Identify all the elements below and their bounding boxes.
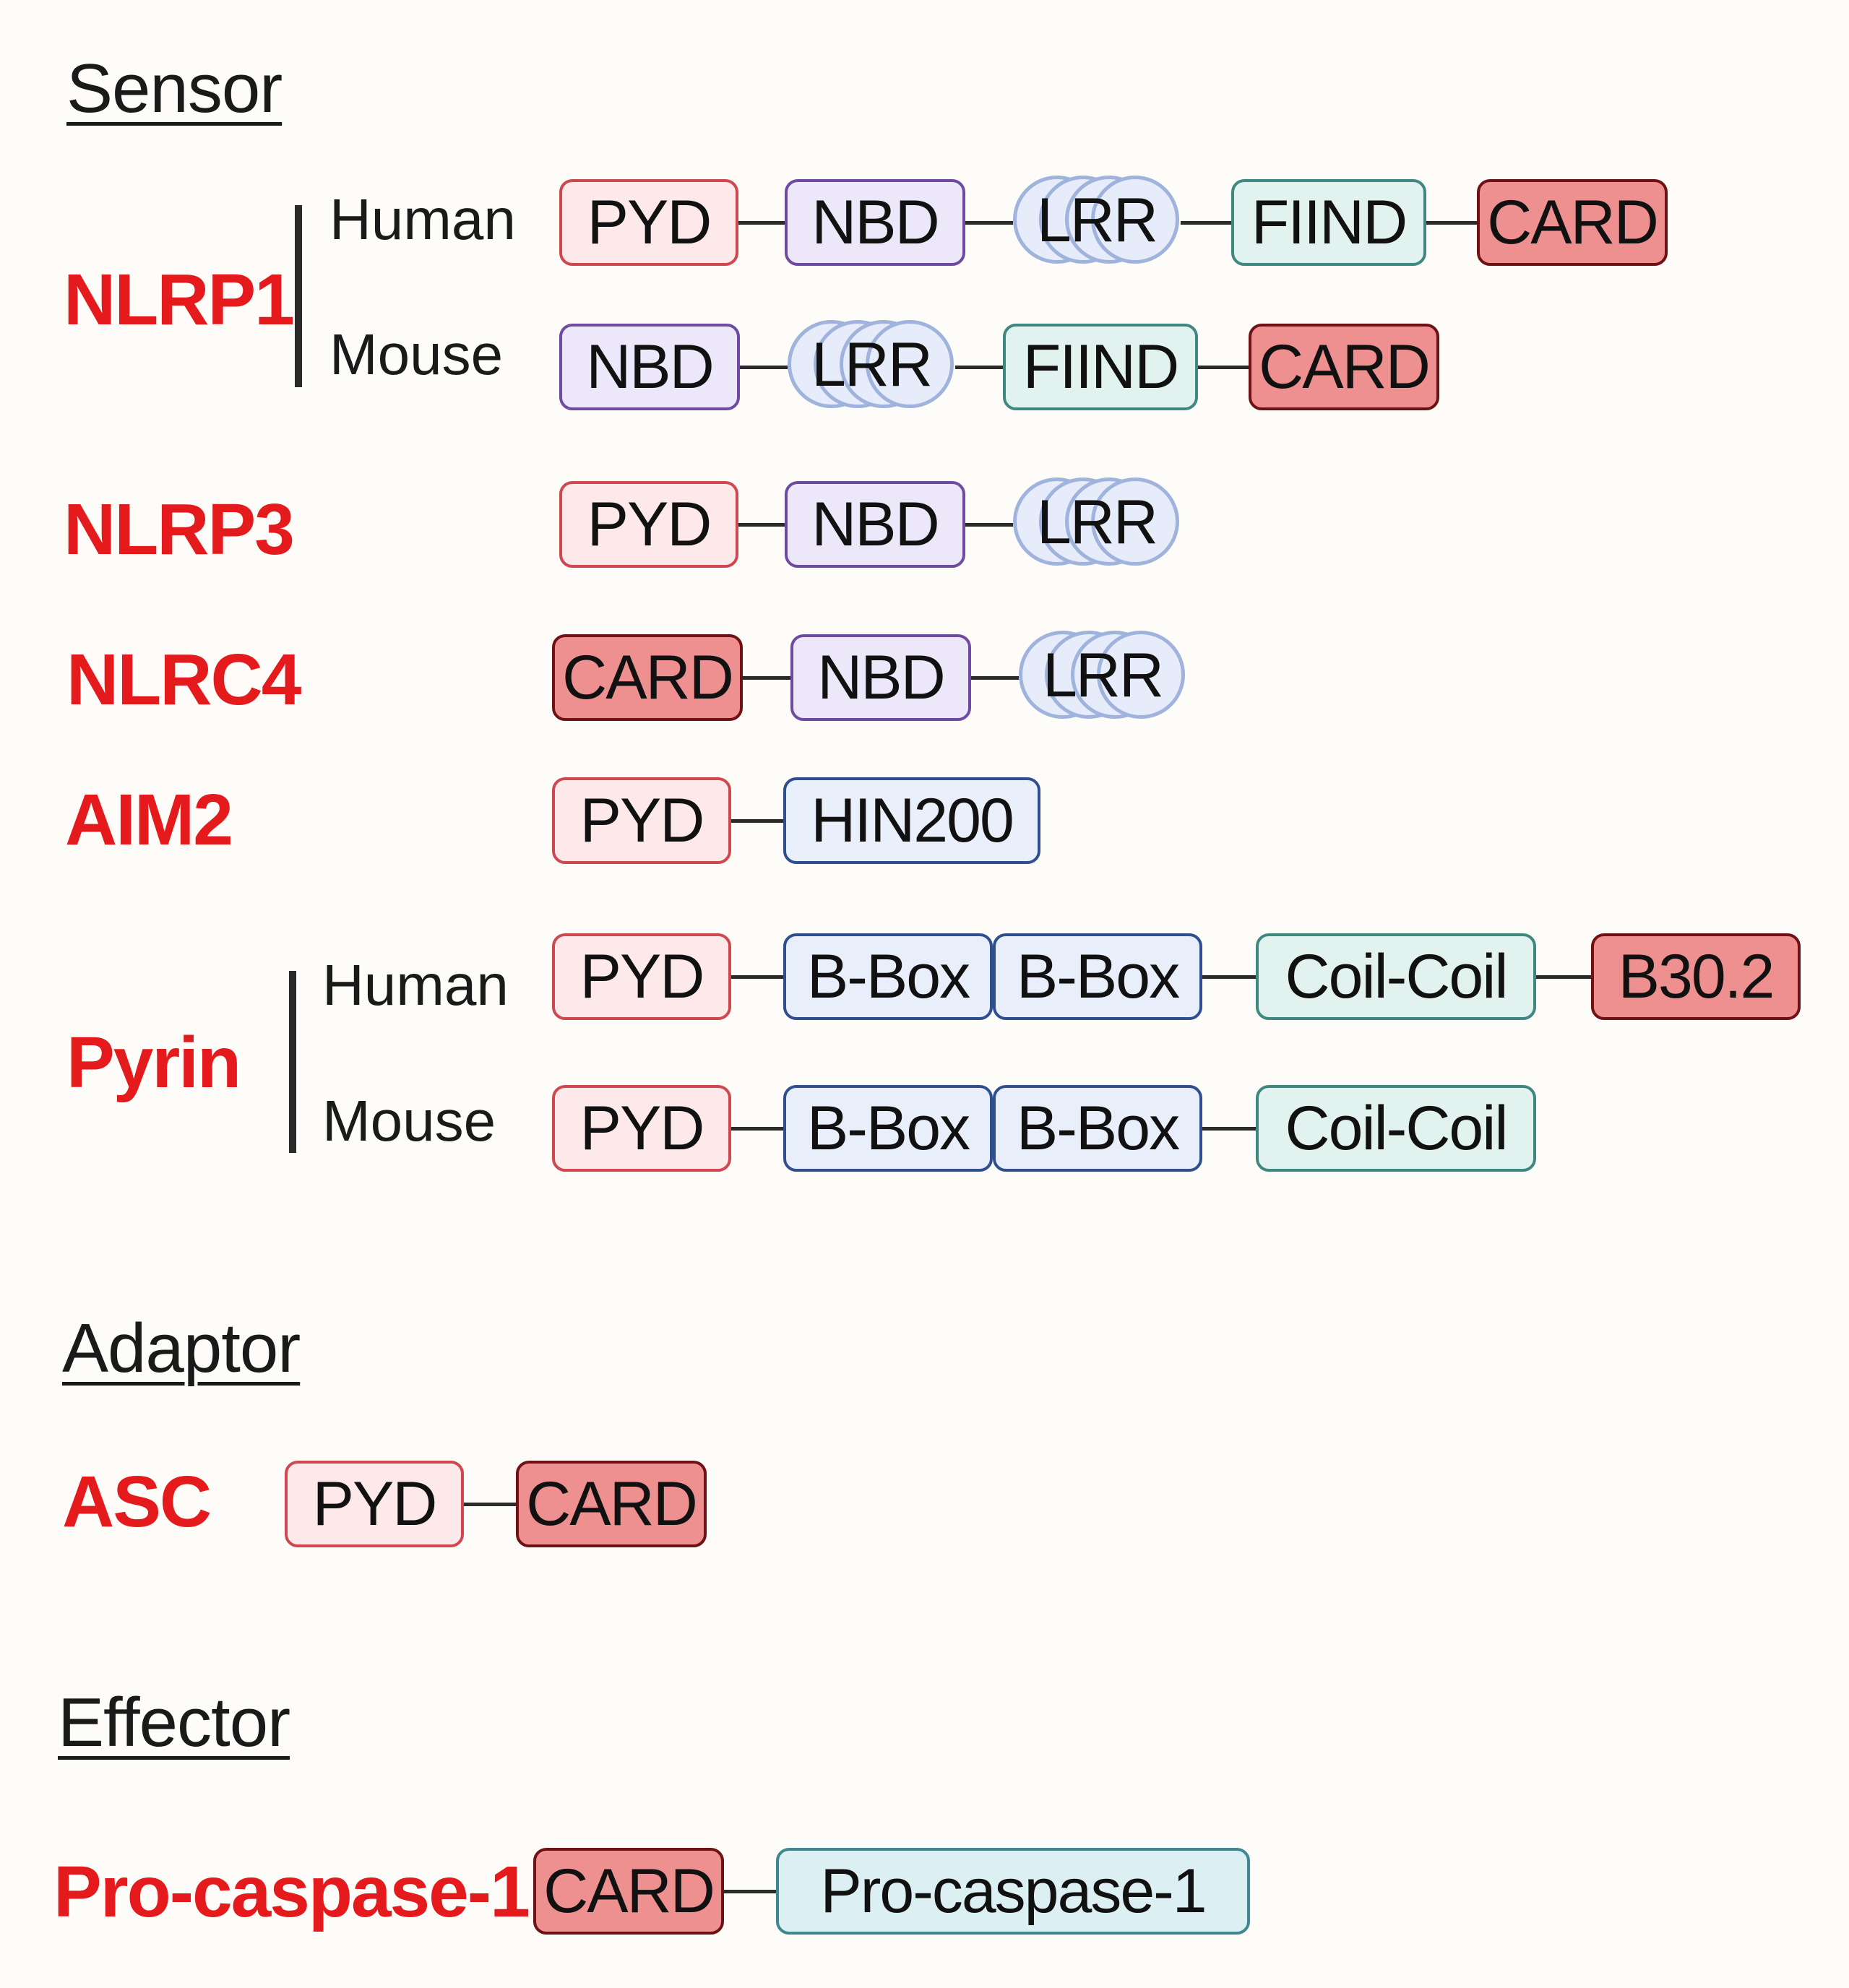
domain-lrr: LRR <box>788 320 955 414</box>
domain-card: CARD <box>1249 324 1439 410</box>
protein-label-aim2: AIM2 <box>65 779 233 860</box>
domain-linker <box>965 220 1013 225</box>
protein-label-asc: ASC <box>62 1461 212 1542</box>
domain-linker <box>971 675 1019 680</box>
domain-coil-coil: Coil-Coil <box>1256 1085 1536 1172</box>
domain-card: CARD <box>1477 179 1668 266</box>
domain-procaspase1: Pro-caspase-1 <box>776 1848 1250 1935</box>
species-label-nlrp1-human: Human <box>329 187 516 251</box>
domain-pyd: PYD <box>552 933 731 1020</box>
domain-row-pyrin-mouse: PYD B-Box B-Box Coil-Coil <box>552 1084 1536 1173</box>
domain-card: CARD <box>552 634 743 721</box>
domain-row-procaspase1: CARD Pro-caspase-1 <box>533 1846 1250 1936</box>
domain-linker <box>1181 220 1231 225</box>
domain-linker <box>738 522 785 527</box>
section-title-effector: Effector <box>58 1684 290 1761</box>
lrr-repeat-circle <box>866 320 954 408</box>
species-label-pyrin-mouse: Mouse <box>322 1089 496 1153</box>
domain-linker <box>1536 974 1591 979</box>
domain-linker <box>1198 365 1249 369</box>
domain-bbox: B-Box <box>783 1085 993 1172</box>
domain-pyd: PYD <box>552 777 731 864</box>
domain-lrr: LRR <box>1013 477 1181 571</box>
domain-linker <box>743 675 790 680</box>
domain-lrr: LRR <box>1013 176 1181 269</box>
domain-nbd: NBD <box>785 179 965 266</box>
domain-fiind: FIIND <box>1003 324 1198 410</box>
domain-linker <box>731 818 783 823</box>
lrr-repeat-circle <box>1091 477 1179 566</box>
domain-linker <box>1202 974 1256 979</box>
domain-linker <box>731 974 783 979</box>
domain-linker <box>1426 220 1477 225</box>
domain-row-nlrc4: CARD NBD LRR <box>552 631 1186 725</box>
domain-nbd: NBD <box>790 634 971 721</box>
nlrp1-bracket <box>295 205 302 387</box>
species-label-pyrin-human: Human <box>322 953 509 1017</box>
protein-label-procaspase1: Pro-caspase-1 <box>53 1851 530 1932</box>
domain-lrr: LRR <box>1019 631 1186 725</box>
domain-linker <box>724 1889 776 1893</box>
domain-linker <box>740 365 788 369</box>
domain-linker <box>955 365 1003 369</box>
domain-row-aim2: PYD HIN200 <box>552 776 1040 865</box>
domain-row-asc: PYD CARD <box>285 1459 707 1549</box>
domain-b30-2: B30.2 <box>1591 933 1801 1020</box>
domain-nbd: NBD <box>559 324 740 410</box>
domain-nbd: NBD <box>785 481 965 568</box>
lrr-repeat-circle <box>1097 631 1185 719</box>
domain-linker <box>738 220 785 225</box>
protein-label-nlrc4: NLRC4 <box>66 639 301 720</box>
protein-label-nlrp3: NLRP3 <box>64 489 295 570</box>
domain-lrr-label: LRR <box>1036 487 1158 557</box>
domain-fiind: FIIND <box>1231 179 1426 266</box>
domain-row-nlrp1-mouse: NBD LRR FIIND CARD <box>559 320 1439 414</box>
domain-pyd: PYD <box>559 179 738 266</box>
domain-bbox: B-Box <box>993 933 1202 1020</box>
domain-linker <box>965 522 1013 527</box>
section-title-sensor: Sensor <box>66 50 283 127</box>
domain-linker <box>464 1502 516 1506</box>
domain-hin200: HIN200 <box>783 777 1040 864</box>
section-title-adaptor: Adaptor <box>62 1310 301 1387</box>
domain-row-nlrp1-human: PYD NBD LRR FIIND CARD <box>559 176 1668 269</box>
domain-lrr-label: LRR <box>1036 185 1158 255</box>
domain-linker <box>1202 1126 1256 1131</box>
domain-lrr-label: LRR <box>811 329 933 399</box>
pyrin-bracket <box>289 971 296 1153</box>
domain-bbox: B-Box <box>783 933 993 1020</box>
protein-label-nlrp1: NLRP1 <box>64 259 295 340</box>
species-label-nlrp1-mouse: Mouse <box>329 322 504 386</box>
lrr-repeat-circle <box>1091 176 1179 264</box>
protein-label-pyrin: Pyrin <box>66 1022 241 1103</box>
domain-row-nlrp3: PYD NBD LRR <box>559 477 1181 571</box>
domain-linker <box>731 1126 783 1131</box>
domain-pyd: PYD <box>285 1461 464 1547</box>
domain-row-pyrin-human: PYD B-Box B-Box Coil-Coil B30.2 <box>552 932 1801 1021</box>
domain-card: CARD <box>533 1848 724 1935</box>
domain-pyd: PYD <box>552 1085 731 1172</box>
domain-bbox: B-Box <box>993 1085 1202 1172</box>
domain-pyd: PYD <box>559 481 738 568</box>
domain-card: CARD <box>516 1461 707 1547</box>
domain-coil-coil: Coil-Coil <box>1256 933 1536 1020</box>
domain-lrr-label: LRR <box>1042 640 1164 710</box>
